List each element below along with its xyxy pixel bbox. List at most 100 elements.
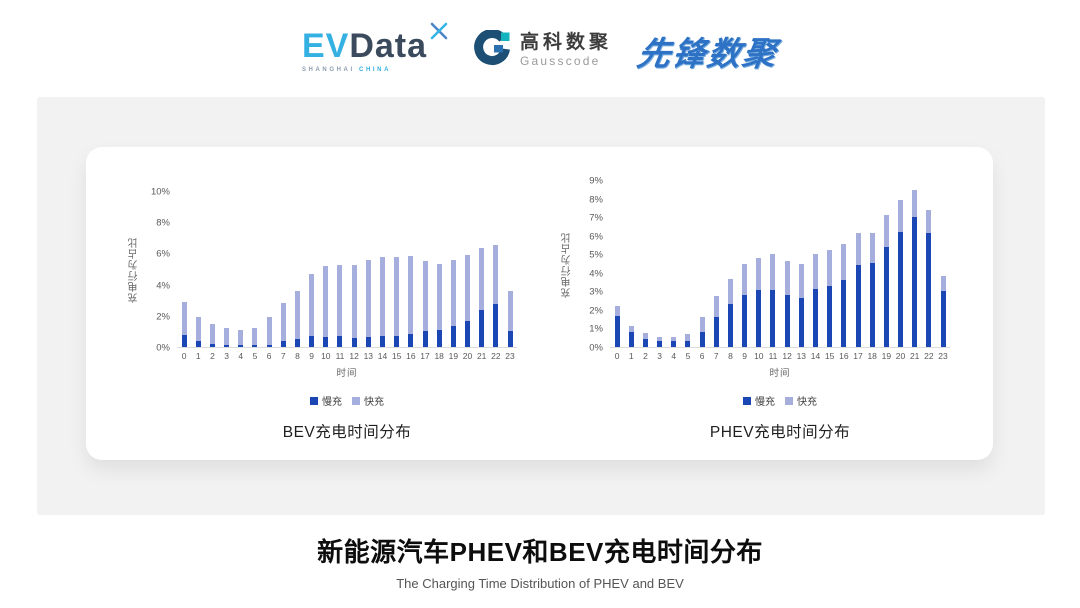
legend-item-慢充: 慢充 <box>743 393 775 408</box>
stacked-bar <box>195 317 201 347</box>
bar-hour-3 <box>220 192 234 347</box>
bar-hour-19 <box>446 192 460 347</box>
y-tick-label: 10% <box>150 186 170 198</box>
stacked-bar <box>351 265 357 347</box>
bar-hour-0 <box>610 181 624 347</box>
stacked-bar <box>507 290 513 347</box>
bar-segment-慢充 <box>337 336 343 347</box>
x-tick-label: 17 <box>853 351 863 361</box>
bar-segment-快充 <box>450 259 456 326</box>
stacked-bar <box>940 275 946 347</box>
evdata-tagline: SHANGHAI CHINA <box>302 67 391 73</box>
bar-segment-慢充 <box>266 344 272 347</box>
bar-segment-快充 <box>713 295 719 318</box>
bar-segment-慢充 <box>493 304 499 347</box>
bar-segment-快充 <box>436 263 442 330</box>
x-tick-label: 21 <box>909 351 920 361</box>
bar-segment-快充 <box>337 265 343 337</box>
bar-hour-5 <box>248 192 262 347</box>
bar-hour-11 <box>333 192 347 347</box>
bar-segment-慢充 <box>869 262 875 347</box>
stacked-bar <box>869 232 875 347</box>
bar-segment-快充 <box>685 334 691 341</box>
bar-segment-慢充 <box>798 297 804 347</box>
bar-segment-快充 <box>280 303 286 341</box>
stacked-bar <box>294 290 300 347</box>
bar-hour-1 <box>624 181 638 347</box>
x-tick-label: 4 <box>671 351 677 361</box>
chart-bev: 充电行为占比 0% 2% 4% 6% 8% 10% 0 1 2 3 4 5 6 7 8 9 10 11 12 13 1… <box>127 187 519 442</box>
stacked-bar <box>337 265 343 347</box>
bar-segment-慢充 <box>699 332 705 347</box>
bar-segment-快充 <box>323 265 329 337</box>
stacked-bar <box>742 263 748 347</box>
x-tick-label: 10 <box>754 351 764 361</box>
bar-segment-慢充 <box>614 316 620 347</box>
stacked-bar <box>685 334 691 347</box>
bar-segment-快充 <box>465 254 471 322</box>
bar-segment-慢充 <box>323 336 329 347</box>
x-tick-label: 13 <box>796 351 807 361</box>
bar-segment-快充 <box>294 290 300 340</box>
x-tick-label: 18 <box>434 351 444 361</box>
bar-hour-10 <box>752 181 766 347</box>
bar-segment-快充 <box>209 323 215 344</box>
bar-segment-慢充 <box>408 333 414 347</box>
x-tick-label: 15 <box>824 351 835 361</box>
stacked-bar <box>827 249 833 347</box>
x-tick-label: 20 <box>895 351 906 361</box>
x-tick-label: 2 <box>643 351 648 361</box>
bar-segment-快充 <box>798 263 804 298</box>
bar-hour-23 <box>936 181 950 347</box>
bar-segment-慢充 <box>883 246 889 347</box>
bev-x-axis-title: 时间 <box>336 368 358 379</box>
stacked-bar <box>266 316 272 347</box>
x-tick-label: 19 <box>448 351 459 361</box>
bar-segment-快充 <box>252 328 258 346</box>
y-tick-label: 2% <box>156 311 170 323</box>
legend-swatch-icon <box>785 396 793 405</box>
phev-y-axis: 0% 1% 2% 3% 4% 5% 6% 7% 8% 9% <box>576 176 610 354</box>
bar-segment-快充 <box>422 261 428 332</box>
bar-segment-快充 <box>812 254 818 290</box>
bar-segment-快充 <box>351 265 357 338</box>
x-tick-label: 14 <box>810 351 821 361</box>
main-title: 新能源汽车PHEV和BEV充电时间分布 <box>317 537 763 567</box>
bev-x-axis: 0 1 2 3 4 5 6 7 8 9 10 11 12 13 14 15 16 17 18 19 20 21 22 23 <box>177 351 517 361</box>
bar-segment-快充 <box>507 290 513 332</box>
bar-segment-快充 <box>379 256 385 337</box>
bar-segment-慢充 <box>742 295 748 347</box>
bar-segment-慢充 <box>280 340 286 347</box>
bar-segment-快充 <box>408 255 414 334</box>
stacked-bar <box>841 244 847 347</box>
phev-y-axis-title: 充电行为占比 <box>562 231 573 298</box>
legend-label: 慢充 <box>755 397 775 408</box>
bar-hour-15 <box>390 192 404 347</box>
stacked-bar <box>493 244 499 347</box>
logo-pioneer-wordmark: 先锋数聚 <box>634 35 781 72</box>
x-tick-label: 19 <box>881 351 892 361</box>
bar-segment-慢充 <box>294 339 300 347</box>
y-tick-label: 9% <box>589 175 603 187</box>
stacked-bar <box>323 265 329 347</box>
bar-hour-6 <box>262 192 276 347</box>
x-tick-label: 20 <box>462 351 473 361</box>
bar-hour-21 <box>475 192 489 347</box>
bar-segment-快充 <box>898 199 904 232</box>
stacked-bar <box>614 306 620 347</box>
bar-segment-快充 <box>657 336 663 342</box>
bar-segment-快充 <box>224 328 230 345</box>
x-tick-label: 0 <box>614 351 620 361</box>
bar-segment-快充 <box>869 232 875 263</box>
x-tick-label: 9 <box>309 351 314 361</box>
gausscode-g-icon <box>473 28 511 73</box>
bar-segment-快充 <box>479 247 485 310</box>
evdata-wordmark: EVData <box>302 29 427 63</box>
stacked-bar <box>713 295 719 347</box>
stacked-bar <box>855 232 861 347</box>
x-tick-label: 23 <box>938 351 948 361</box>
stacked-bar <box>280 303 286 347</box>
bar-segment-快充 <box>827 249 833 286</box>
x-tick-label: 13 <box>363 351 374 361</box>
bev-y-axis: 0% 2% 4% 6% 8% 10% <box>143 187 177 354</box>
